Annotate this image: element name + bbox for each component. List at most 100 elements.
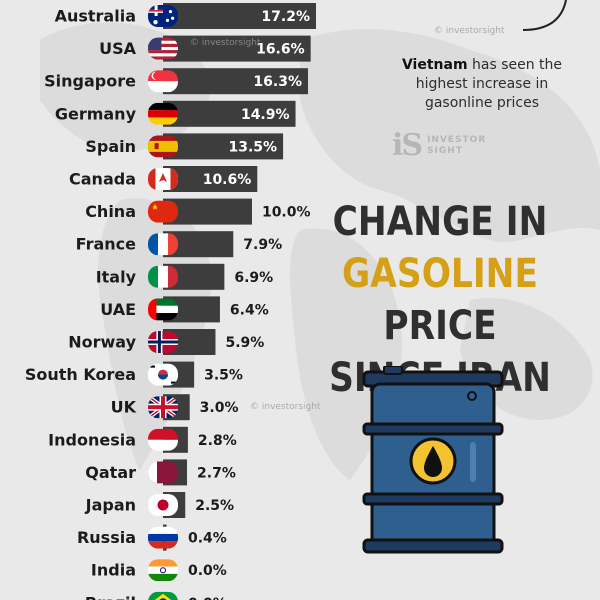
annotation-note: Vietnam has seen the highest increase in… [382, 56, 582, 113]
bar [163, 68, 308, 95]
data-label: 17.2% [261, 9, 310, 25]
data-label: 5.9% [225, 335, 264, 351]
bar-row-france: France 7.9% [76, 231, 282, 258]
category-label: Brazil [85, 593, 136, 600]
qatar-flag-icon [148, 461, 178, 484]
bar-row-norway: Norway 5.9% [68, 329, 264, 355]
arrow-icon [522, 0, 567, 31]
bar-row-south-korea: South Korea 3.5% [25, 361, 243, 388]
category-label: Russia [77, 528, 136, 547]
data-label: 2.8% [198, 433, 237, 449]
category-label: Spain [85, 137, 136, 156]
data-label: 3.5% [204, 368, 243, 384]
watermark: © investorsight [250, 402, 321, 412]
data-label: 6.4% [230, 302, 269, 318]
bar-row-uk: UK 3.0% [111, 394, 239, 421]
bar-row-usa: USA 16.6% [99, 35, 311, 62]
data-label: 10.0% [262, 205, 311, 221]
data-label: 2.7% [197, 465, 236, 481]
brand-logo: iS INVESTOR SIGHT [392, 128, 486, 163]
bar-row-brazil: Brazil 0.0% [85, 591, 227, 600]
note-highlight: Vietnam [401, 57, 468, 73]
category-label: Norway [68, 333, 136, 352]
france-flag-icon [148, 233, 178, 256]
norway-flag-icon [148, 331, 178, 353]
uk-flag-icon [148, 396, 178, 419]
japan-flag-icon [148, 494, 178, 516]
logo-line-1: INVESTOR [427, 134, 487, 145]
watermark: © investorsight [434, 26, 505, 36]
bar-row-qatar: Qatar 2.7% [85, 459, 236, 486]
category-label: Germany [55, 104, 137, 123]
category-label: Qatar [85, 463, 136, 482]
data-label: 0.4% [188, 531, 227, 547]
data-label: 16.6% [256, 42, 305, 58]
category-label: India [91, 561, 136, 580]
bar-row-russia: Russia 0.4% [77, 524, 227, 551]
title-line-2: GASOLINE PRICE [311, 248, 569, 352]
spain-flag-icon [148, 135, 178, 158]
category-label: Indonesia [48, 430, 136, 449]
data-label: 0.0% [188, 563, 227, 579]
data-label: 2.5% [195, 498, 234, 514]
bar [163, 3, 316, 29]
indonesia-flag-icon [148, 428, 178, 451]
logo-line-2: SIGHT [427, 145, 463, 156]
category-label: UK [111, 398, 137, 417]
category-label: France [76, 235, 136, 254]
bar-row-china: China 10.0% [85, 198, 311, 225]
category-label: Singapore [44, 72, 136, 91]
data-label: 14.9% [241, 107, 290, 123]
logo-text: INVESTOR SIGHT [427, 135, 486, 157]
bar-row-germany: Germany 14.9% [55, 100, 296, 127]
category-label: Japan [85, 496, 136, 515]
category-label: USA [99, 39, 137, 58]
south-korea-flag-icon [148, 363, 178, 386]
data-label: 16.3% [253, 74, 302, 90]
category-label: Canada [69, 170, 136, 189]
brazil-flag-icon [148, 591, 178, 600]
oil-barrel-icon [362, 366, 504, 554]
bar [163, 35, 311, 62]
bar-row-singapore: Singapore 16.3% [44, 68, 308, 95]
italy-flag-icon [148, 265, 178, 288]
title-line-1: CHANGE IN [332, 199, 548, 245]
category-label: South Korea [25, 365, 136, 384]
data-label: 3.0% [200, 400, 239, 416]
singapore-flag-icon [148, 70, 178, 93]
uae-flag-icon [148, 298, 178, 321]
australia-flag-icon [148, 5, 178, 27]
bar-row-uae: UAE 6.4% [100, 296, 269, 323]
data-label: 6.9% [234, 270, 273, 286]
title-line-2-rest: PRICE [383, 303, 497, 349]
category-label: Australia [55, 7, 136, 26]
bar [163, 166, 258, 192]
data-label: 7.9% [243, 237, 282, 253]
canada-flag-icon [148, 168, 178, 190]
category-label: China [85, 202, 136, 221]
category-label: Italy [96, 267, 137, 286]
bar [163, 100, 296, 127]
bar [163, 133, 284, 160]
germany-flag-icon [148, 102, 178, 125]
bar-row-australia: Australia 17.2% [55, 3, 316, 29]
title-accent: GASOLINE [342, 251, 538, 297]
note-text: has seen the highest increase in gasonli… [415, 57, 563, 111]
bar-row-canada: Canada 10.6% [69, 166, 258, 192]
watermark: © investorsight [190, 38, 261, 48]
bar-row-japan: Japan 2.5% [85, 492, 234, 518]
category-label: UAE [100, 300, 136, 319]
logo-mark: iS [392, 128, 423, 163]
data-label: 13.5% [229, 139, 278, 155]
data-label: 0.0% [188, 596, 227, 600]
bar-row-india: India 0.0% [91, 559, 227, 582]
usa-flag-icon [148, 37, 178, 60]
russia-flag-icon [148, 526, 178, 549]
data-label: 10.6% [203, 172, 252, 188]
bar-row-italy: Italy 6.9% [96, 263, 273, 290]
china-flag-icon [148, 200, 178, 223]
india-flag-icon [148, 559, 178, 582]
bar-row-indonesia: Indonesia 2.8% [48, 426, 237, 453]
bar-row-spain: Spain 13.5% [85, 133, 284, 160]
